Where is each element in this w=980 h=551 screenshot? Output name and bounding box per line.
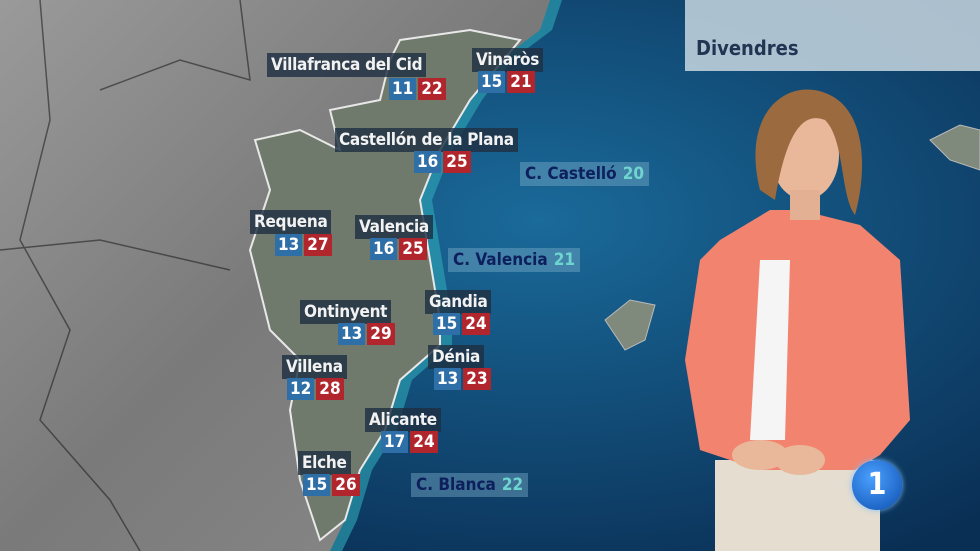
min-temp: 15 [478, 71, 506, 93]
city-temperatures: 15 24 [433, 313, 490, 335]
city-temperatures: 13 27 [275, 234, 332, 256]
min-temp: 16 [414, 151, 442, 173]
city-temperatures: 12 28 [287, 378, 344, 400]
min-temp: 11 [389, 78, 417, 100]
sea-area-label: C. Blanca 22 [411, 473, 529, 497]
city-label: Vinaròs [472, 48, 544, 72]
sea-area-label: C. Valencia 21 [448, 248, 581, 272]
min-temp: 15 [303, 474, 331, 496]
mallorca-island [929, 124, 980, 171]
city-label: Gandia [425, 290, 492, 314]
city-temperatures: 11 22 [389, 78, 446, 100]
min-temp: 16 [370, 238, 398, 260]
city-label: Elche [298, 451, 351, 475]
max-temp: 22 [418, 78, 446, 100]
city-label: Alicante [365, 408, 441, 432]
city-label: Valencia [355, 215, 433, 239]
max-temp: 24 [410, 431, 438, 453]
min-temp: 13 [275, 234, 303, 256]
max-temp: 25 [443, 151, 471, 173]
ibiza-island [604, 299, 656, 351]
sea-temp: 21 [553, 250, 576, 270]
city-label: Ontinyent [300, 300, 392, 324]
presenter [685, 89, 910, 551]
city-temperatures: 16 25 [414, 151, 471, 173]
city-temperatures: 17 24 [381, 431, 438, 453]
sea-temp: 22 [501, 475, 524, 495]
city-label: Dénia [428, 345, 485, 369]
city-label: Requena [250, 210, 332, 234]
max-temp: 27 [304, 234, 332, 256]
max-temp: 29 [367, 323, 395, 345]
max-temp: 24 [462, 313, 490, 335]
city-label: Villena [282, 355, 347, 379]
min-temp: 15 [433, 313, 461, 335]
city-label: Villafranca del Cid [267, 53, 427, 77]
city-label: Castellón de la Plana [335, 128, 518, 152]
max-temp: 26 [332, 474, 360, 496]
min-temp: 13 [434, 368, 462, 390]
city-temperatures: 16 25 [370, 238, 427, 260]
channel-logo: 1 [852, 460, 902, 510]
day-title: Divendres [685, 0, 980, 71]
city-temperatures: 13 23 [434, 368, 491, 390]
city-temperatures: 13 29 [338, 323, 395, 345]
min-temp: 13 [338, 323, 366, 345]
sea-area-name: C. Valencia [453, 250, 548, 270]
max-temp: 25 [399, 238, 427, 260]
sea-area-name: C. Castelló [525, 164, 617, 184]
min-temp: 12 [287, 378, 315, 400]
max-temp: 21 [507, 71, 535, 93]
sea-area-name: C. Blanca [416, 475, 496, 495]
min-temp: 17 [381, 431, 409, 453]
max-temp: 23 [463, 368, 491, 390]
sea-area-label: C. Castelló 20 [520, 162, 649, 186]
sea-temp: 20 [622, 164, 644, 184]
max-temp: 28 [316, 378, 344, 400]
city-temperatures: 15 21 [478, 71, 535, 93]
city-temperatures: 15 26 [303, 474, 360, 496]
